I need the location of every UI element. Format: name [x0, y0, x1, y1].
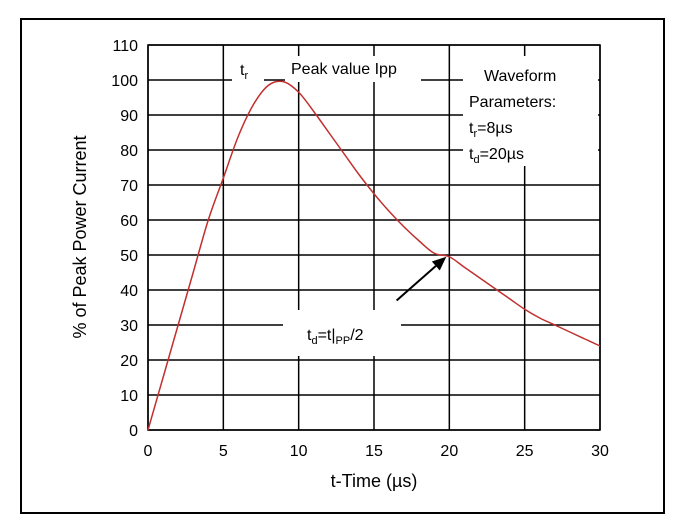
param-decay-time: td=20µs — [469, 146, 524, 166]
x-tick-label: 20 — [440, 443, 458, 460]
td-annotation-subscript-pp: PP — [336, 335, 351, 347]
x-axis-label: t-Time (µs) — [331, 471, 418, 491]
peak-label: Peak value Ipp — [291, 61, 397, 78]
td-arrow — [395, 265, 437, 302]
y-tick-label: 80 — [120, 143, 138, 160]
y-axis-label: % of Peak Power Current — [70, 135, 90, 338]
y-tick-label: 30 — [120, 318, 138, 335]
params-title-line1: Waveform — [484, 68, 556, 85]
x-tick-label: 5 — [219, 443, 228, 460]
tr-label: tr — [240, 62, 248, 82]
td-annotation: td=t|PP/2 — [307, 327, 364, 347]
y-tick-label: 110 — [112, 38, 138, 55]
y-tick-label: 50 — [120, 248, 138, 265]
y-tick-label: 0 — [129, 423, 138, 440]
y-tick-label: 70 — [120, 178, 138, 195]
y-tick-label: 20 — [120, 353, 138, 370]
tr-label-bg — [232, 58, 264, 82]
tick-labels: 0 5 10 15 20 25 30 0 10 20 30 40 50 60 70 80 90 100 110 — [111, 38, 609, 460]
param-rise-time-subscript: r — [473, 128, 477, 140]
y-tick-label: 100 — [111, 73, 138, 90]
series-line — [147, 80, 601, 431]
tr-label-subscript: r — [244, 70, 248, 82]
parameters-box — [463, 56, 598, 166]
peak-label-bg — [285, 56, 421, 82]
y-tick-label: 90 — [120, 108, 138, 125]
y-tick-label: 40 — [120, 283, 138, 300]
y-tick-label: 60 — [120, 213, 138, 230]
x-tick-label: 30 — [591, 443, 609, 460]
plot-area-border — [147, 44, 601, 431]
params-title-line2: Parameters: — [469, 94, 556, 111]
x-tick-label: 0 — [144, 443, 153, 460]
x-tick-label: 25 — [516, 443, 534, 460]
x-tick-label: 10 — [290, 443, 308, 460]
x-tick-label: 15 — [365, 443, 383, 460]
param-decay-time-subscript: d — [473, 154, 479, 166]
td-label-box — [283, 310, 401, 356]
param-rise-time: tr=8µs — [469, 120, 513, 140]
td-annotation-subscript-d: d — [311, 335, 317, 347]
td-arrowhead — [431, 256, 447, 271]
y-tick-label: 10 — [120, 388, 138, 405]
